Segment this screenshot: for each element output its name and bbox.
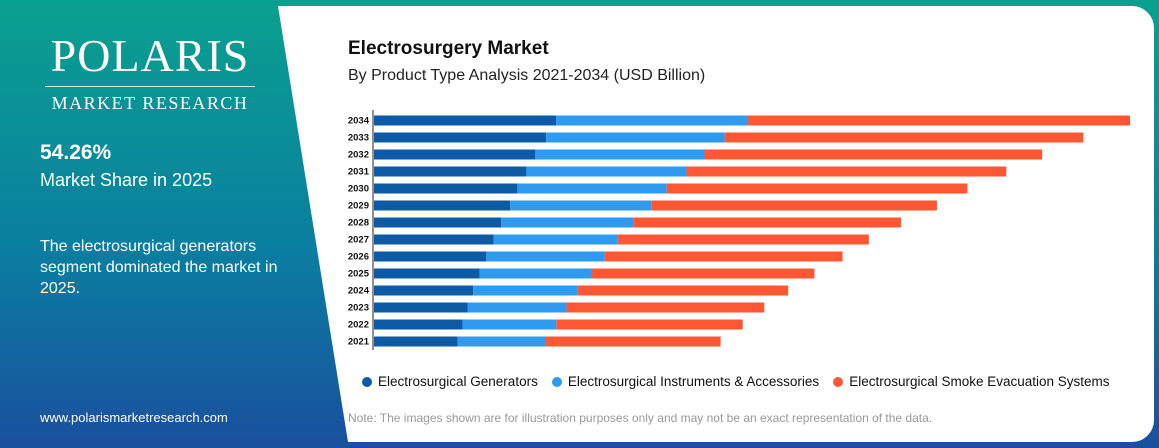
bar-segment <box>479 268 592 279</box>
bar-segment <box>467 302 567 313</box>
segment-description: The electrosurgical generators segment d… <box>40 238 278 297</box>
y-tick-label: 2029 <box>348 201 369 212</box>
website-link[interactable]: www.polarismarketresearch.com <box>40 410 228 425</box>
disclaimer-note: Note: The images shown are for illustrat… <box>348 411 933 425</box>
bar-segment <box>651 200 937 211</box>
bar-segment <box>526 166 687 177</box>
y-tick-label: 2032 <box>348 150 369 161</box>
bar-segment <box>556 115 748 126</box>
bar-segment <box>577 285 789 296</box>
y-tick-label: 2025 <box>348 269 370 280</box>
logo-tagline: MARKET RESEARCH <box>51 93 249 113</box>
bar-segment <box>374 183 518 194</box>
stacked-bar-chart: 2034 2033 2032 2031 2030 2029 2028 2027 2026 2025… <box>348 110 1130 350</box>
brand-sidebar: POLARIS MARKET RESEARCH 54.26% Market Sh… <box>0 0 340 448</box>
bar-segment <box>747 115 1130 126</box>
legend-label-smoke: Electrosurgical Smoke Evacuation Systems <box>849 374 1110 389</box>
y-tick-label: 2033 <box>348 133 369 144</box>
legend-label-generators: Electrosurgical Generators <box>378 374 538 389</box>
bar-segment <box>374 251 487 262</box>
legend-dot-instruments <box>551 376 562 387</box>
y-tick-label: 2023 <box>348 303 369 314</box>
bar-segment <box>462 319 557 330</box>
bar-segment <box>374 217 502 228</box>
y-tick-label: 2022 <box>348 320 369 331</box>
bar-segment <box>493 234 618 245</box>
bar-segment <box>566 302 765 313</box>
bar-segment <box>546 132 725 143</box>
logo-name: POLARIS <box>50 30 250 81</box>
legend-dot-generators <box>362 376 372 387</box>
bar-segment <box>374 132 547 143</box>
bar-segment <box>374 268 480 279</box>
bar-segment <box>686 166 1007 177</box>
y-tick-label: 2026 <box>348 252 369 263</box>
bar-segment <box>374 285 474 296</box>
bar-segment <box>374 149 536 160</box>
bar-segment <box>457 336 546 347</box>
chart-legend: Electrosurgical Generators Electrosurgic… <box>362 374 1124 389</box>
y-tick-label: 2027 <box>348 235 369 246</box>
y-tick-label: 2021 <box>348 337 370 348</box>
market-share-label: Market Share in 2025 <box>40 170 213 190</box>
y-tick-label: 2028 <box>348 218 369 229</box>
bar-segment <box>374 200 511 211</box>
y-tick-label: 2034 <box>348 116 370 127</box>
y-tick-label: 2024 <box>348 286 370 297</box>
bar-segment <box>517 183 667 194</box>
bar-segment <box>501 217 634 228</box>
chart-title: Electrosurgery Market <box>348 38 549 59</box>
legend-dot-smoke <box>833 376 844 387</box>
bar-segment <box>724 132 1084 143</box>
bar-segment <box>666 183 968 194</box>
bar-segment <box>633 217 902 228</box>
polaris-logo: POLARIS MARKET RESEARCH <box>0 30 300 114</box>
legend-item-smoke: Electrosurgical Smoke Evacuation Systems <box>833 374 1110 389</box>
bar-segment <box>591 268 815 279</box>
bar-segment <box>510 200 652 211</box>
y-tick-label: 2031 <box>348 167 370 178</box>
bar-segment <box>374 336 458 347</box>
bar-segment <box>604 251 843 262</box>
bar-segment <box>556 319 743 330</box>
logo-divider <box>45 86 255 87</box>
bar-segment <box>473 285 578 296</box>
bar-segment <box>704 149 1043 160</box>
legend-item-generators: Electrosurgical Generators <box>362 374 538 389</box>
chart-subtitle: By Product Type Analysis 2021-2034 (USD … <box>348 67 706 84</box>
bar-segment <box>486 251 605 262</box>
legend-label-instruments: Electrosurgical Instruments & Accessorie… <box>567 374 820 389</box>
bar-segment <box>374 319 463 330</box>
bar-segment <box>374 234 494 245</box>
bar-segment <box>545 336 721 347</box>
legend-item-instruments: Electrosurgical Instruments & Accessorie… <box>551 374 820 389</box>
bar-segment <box>535 149 705 160</box>
market-share-value: 54.26% <box>40 141 112 164</box>
bar-segment <box>374 166 527 177</box>
y-tick-label: 2030 <box>348 184 369 195</box>
bar-segment <box>374 115 557 126</box>
bar-segment <box>617 234 869 245</box>
bar-segment <box>374 302 468 313</box>
